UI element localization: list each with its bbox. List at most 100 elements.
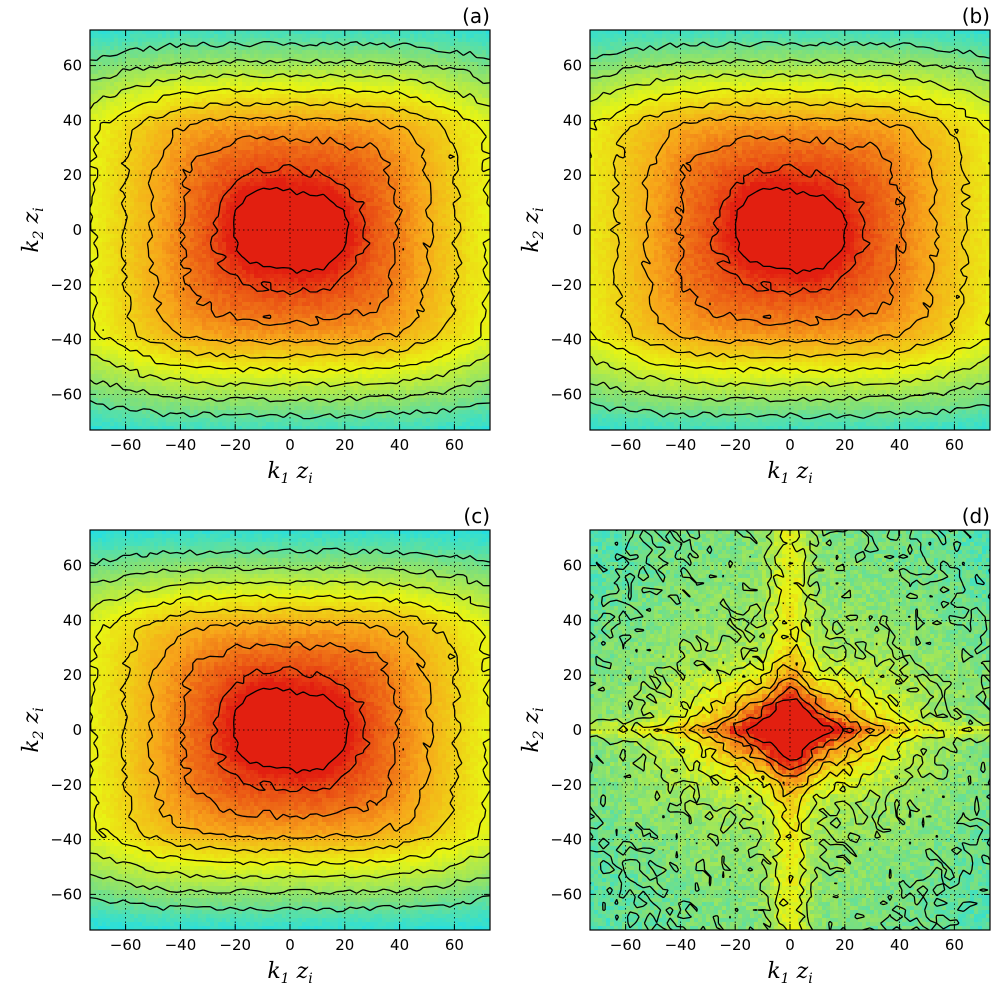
heatmap-cell bbox=[462, 90, 467, 95]
heatmap-cell bbox=[430, 94, 435, 99]
heatmap-cell bbox=[274, 114, 279, 119]
heatmap-cell bbox=[126, 90, 131, 95]
heatmap-cell bbox=[122, 42, 127, 47]
heatmap-cell bbox=[194, 86, 199, 91]
heatmap-cell bbox=[106, 178, 111, 183]
heatmap-cell bbox=[234, 118, 239, 123]
heatmap-cell bbox=[402, 194, 407, 199]
heatmap-cell bbox=[486, 146, 490, 151]
heatmap-cell bbox=[430, 186, 435, 191]
heatmap-cell bbox=[318, 186, 323, 191]
heatmap-cell bbox=[378, 98, 383, 103]
heatmap-cell bbox=[218, 106, 223, 111]
heatmap-cell bbox=[146, 122, 151, 127]
heatmap-cell bbox=[434, 170, 439, 175]
heatmap-cell bbox=[298, 38, 303, 43]
heatmap-cell bbox=[414, 122, 419, 127]
heatmap-cell bbox=[286, 38, 291, 43]
heatmap-cell bbox=[454, 110, 459, 115]
heatmap-cell bbox=[166, 118, 171, 123]
heatmap-cell bbox=[270, 194, 275, 199]
heatmap-cell bbox=[370, 54, 375, 59]
heatmap-cell bbox=[238, 70, 243, 75]
heatmap-cell bbox=[350, 198, 355, 203]
heatmap-cell bbox=[250, 150, 255, 155]
heatmap-cell bbox=[418, 102, 423, 107]
heatmap-cell bbox=[154, 86, 159, 91]
heatmap-cell bbox=[442, 174, 447, 179]
heatmap-cell bbox=[470, 46, 475, 51]
heatmap-cell bbox=[346, 42, 351, 47]
heatmap-cell bbox=[122, 162, 127, 167]
heatmap-cell bbox=[466, 182, 471, 187]
heatmap-cell bbox=[310, 194, 315, 199]
heatmap-cell bbox=[186, 154, 191, 159]
heatmap-cell bbox=[326, 206, 331, 211]
heatmap-cell bbox=[442, 106, 447, 111]
heatmap-cell bbox=[330, 58, 335, 63]
heatmap-cell bbox=[270, 30, 275, 35]
heatmap-cell bbox=[426, 54, 431, 59]
heatmap-cell bbox=[274, 94, 279, 99]
heatmap-cell bbox=[182, 222, 187, 227]
heatmap-cell bbox=[202, 94, 207, 99]
heatmap-cell bbox=[314, 214, 319, 219]
heatmap-cell bbox=[314, 210, 319, 215]
heatmap-cell bbox=[346, 50, 351, 55]
heatmap-cell bbox=[478, 66, 483, 71]
heatmap-cell bbox=[102, 198, 107, 203]
heatmap-cell bbox=[338, 158, 343, 163]
heatmap-cell bbox=[318, 174, 323, 179]
heatmap-cell bbox=[442, 158, 447, 163]
heatmap-cell bbox=[398, 122, 403, 127]
heatmap-cell bbox=[278, 210, 283, 215]
heatmap-cell bbox=[170, 46, 175, 51]
heatmap-cell bbox=[138, 46, 143, 51]
heatmap-cell bbox=[154, 162, 159, 167]
heatmap-cell bbox=[242, 30, 247, 35]
heatmap-cell bbox=[418, 206, 423, 211]
heatmap-cell bbox=[270, 114, 275, 119]
heatmap-cell bbox=[154, 42, 159, 47]
heatmap-cell bbox=[378, 190, 383, 195]
heatmap-cell bbox=[246, 114, 251, 119]
heatmap-cell bbox=[114, 98, 119, 103]
heatmap-cell bbox=[422, 58, 427, 63]
heatmap-cell bbox=[186, 114, 191, 119]
heatmap-cell bbox=[282, 186, 287, 191]
heatmap-cell bbox=[474, 130, 479, 135]
heatmap-cell bbox=[182, 98, 187, 103]
heatmap-cell bbox=[470, 122, 475, 127]
heatmap-cell bbox=[274, 86, 279, 91]
heatmap-cell bbox=[254, 90, 259, 95]
heatmap-cell bbox=[170, 78, 175, 83]
heatmap-cell bbox=[102, 174, 107, 179]
heatmap-cell bbox=[182, 142, 187, 147]
heatmap-cell bbox=[134, 94, 139, 99]
heatmap-cell bbox=[178, 194, 183, 199]
heatmap-cell bbox=[286, 218, 291, 223]
heatmap-cell bbox=[402, 94, 407, 99]
heatmap-cell bbox=[482, 178, 487, 183]
heatmap-cell bbox=[290, 86, 295, 91]
heatmap-cell bbox=[174, 182, 179, 187]
heatmap-cell bbox=[314, 186, 319, 191]
heatmap-cell bbox=[170, 182, 175, 187]
heatmap-cell bbox=[486, 30, 490, 35]
heatmap-cell bbox=[250, 202, 255, 207]
heatmap-cell bbox=[222, 174, 227, 179]
heatmap-cell bbox=[238, 50, 243, 55]
heatmap-cell bbox=[254, 186, 259, 191]
heatmap-cell bbox=[118, 86, 123, 91]
heatmap-cell bbox=[382, 202, 387, 207]
heatmap-cell bbox=[334, 126, 339, 131]
heatmap-cell bbox=[286, 110, 291, 115]
heatmap-cell bbox=[438, 158, 443, 163]
heatmap-cell bbox=[238, 218, 243, 223]
heatmap-cell bbox=[466, 86, 471, 91]
heatmap-cell bbox=[222, 190, 227, 195]
heatmap-cell bbox=[94, 90, 99, 95]
heatmap-cell bbox=[362, 82, 367, 87]
heatmap-cell bbox=[134, 62, 139, 67]
heatmap-cell bbox=[482, 210, 487, 215]
